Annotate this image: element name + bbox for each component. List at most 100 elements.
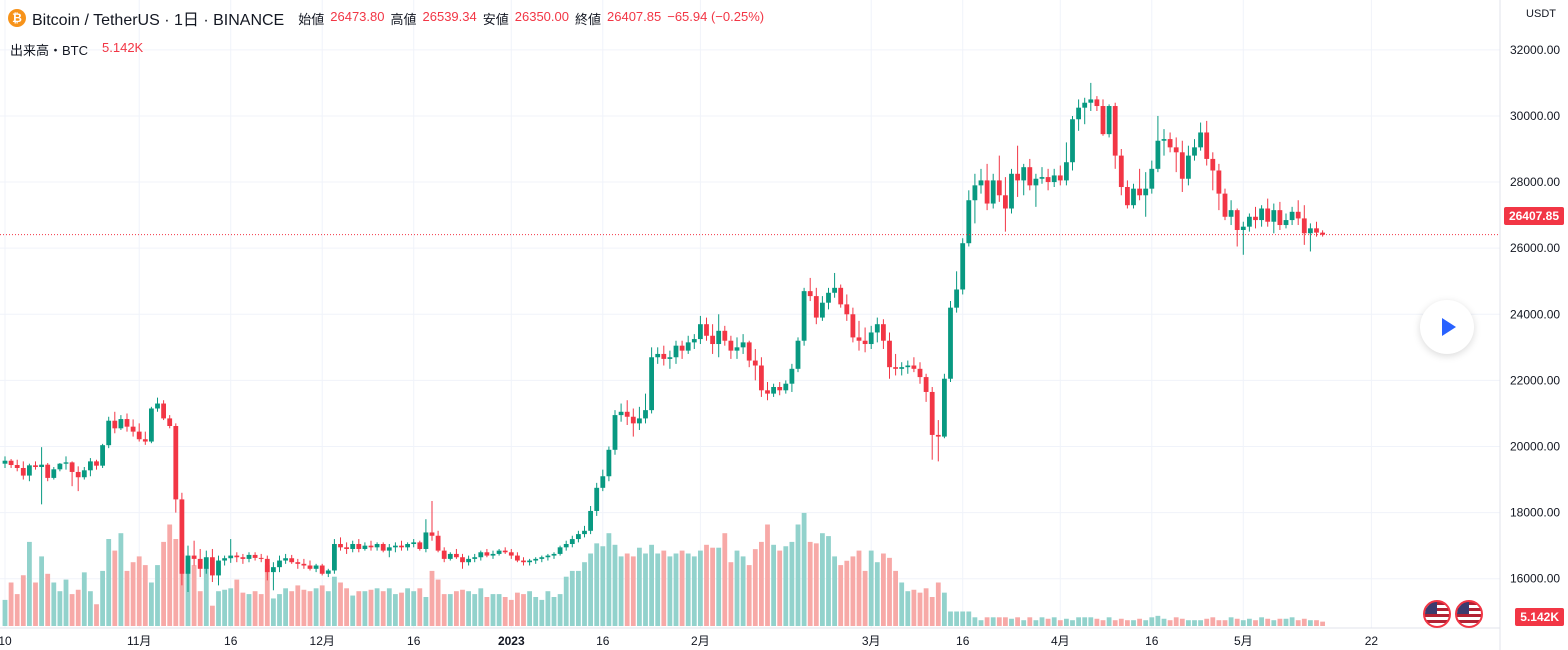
volume-bar	[704, 544, 709, 626]
volume-bar	[405, 588, 410, 626]
volume-bar	[728, 562, 734, 626]
volume-bar	[527, 591, 532, 626]
candle-body	[502, 550, 508, 553]
candle-body	[1228, 210, 1234, 217]
volume-bar	[1283, 618, 1289, 626]
volume-bar	[905, 591, 911, 626]
candle-body	[1295, 211, 1301, 219]
volume-bar	[594, 543, 600, 626]
candle-body	[1173, 147, 1179, 153]
time-tick-label: 22	[1365, 634, 1379, 648]
volume-bar	[1106, 617, 1112, 626]
price-tick-label: 28000.00	[1510, 175, 1560, 189]
volume-legend[interactable]: 出来高・BTC 5.142K	[10, 40, 143, 59]
candle-body	[637, 418, 642, 424]
candle-body	[966, 200, 972, 244]
volume-bar	[893, 570, 898, 626]
candle-body	[1118, 155, 1124, 188]
volume-bar	[2, 599, 8, 626]
volume-bar	[557, 594, 563, 626]
candle-body	[1277, 210, 1283, 226]
candle-body	[344, 547, 349, 549]
volume-bar	[386, 588, 392, 626]
time-tick-label: 4月	[1051, 634, 1070, 648]
volume-bar	[515, 592, 520, 626]
volume-bar	[155, 565, 160, 626]
candlesticks	[2, 82, 1325, 592]
bitcoin-icon: ₿	[8, 9, 26, 27]
volume-bar	[1253, 620, 1258, 626]
candle-body	[1204, 132, 1210, 159]
candle-body	[545, 555, 551, 558]
candle-body	[740, 342, 746, 348]
volume-bar	[966, 611, 972, 626]
volume-bar	[655, 553, 661, 626]
candle-body	[368, 545, 374, 548]
candle-body	[1198, 132, 1203, 148]
volume-bar	[289, 591, 295, 626]
volume-bar	[1228, 617, 1234, 626]
volume-bar	[606, 533, 612, 626]
volume-bar	[1210, 617, 1216, 626]
candle-body	[899, 367, 905, 369]
volume-bar	[502, 597, 508, 626]
us-flag-icon[interactable]	[1423, 600, 1451, 628]
volume-bar	[1259, 617, 1264, 626]
candle-body	[649, 357, 654, 411]
volume-bar	[234, 579, 240, 626]
volume-bar	[1149, 617, 1155, 626]
candle-body	[130, 426, 136, 432]
volume-bar	[1125, 620, 1130, 626]
volume-bar	[582, 562, 587, 626]
volume-bar	[716, 547, 722, 626]
volume-bar	[887, 557, 892, 626]
candle-body	[39, 464, 44, 467]
volume-bar	[142, 565, 148, 626]
volume-bar	[881, 553, 886, 626]
volume-bar	[338, 582, 343, 626]
volume-bar	[130, 562, 136, 626]
candle-body	[75, 471, 81, 478]
volume-bar	[1082, 617, 1088, 626]
volume-bar	[490, 594, 496, 626]
play-button[interactable]	[1420, 300, 1474, 354]
candle-body	[1179, 152, 1185, 179]
volume-bar	[813, 543, 819, 626]
candle-body	[210, 557, 215, 576]
candle-body	[362, 545, 368, 549]
candle-body	[576, 534, 581, 540]
volume-bar	[222, 589, 227, 626]
volume-bar	[88, 591, 93, 626]
candle-body	[630, 416, 636, 424]
candle-body	[1320, 232, 1325, 235]
symbol-title[interactable]: Bitcoin / TetherUS · 1日 · BINANCE	[32, 12, 285, 29]
candle-body	[332, 544, 337, 571]
candle-body	[197, 558, 203, 569]
candle-body	[441, 550, 447, 559]
candle-body	[1149, 168, 1155, 189]
candle-body	[1143, 188, 1149, 196]
candle-body	[1015, 173, 1020, 181]
volume-bar	[307, 591, 313, 626]
candle-body	[88, 461, 93, 471]
candle-body	[1314, 228, 1319, 233]
volume-bars	[2, 512, 1325, 626]
volume-bar	[588, 553, 593, 626]
volume-bar	[203, 568, 209, 626]
volume-bar	[319, 585, 325, 626]
candle-body	[1240, 226, 1246, 230]
candle-body	[807, 291, 813, 297]
symbol-legend[interactable]: ₿ Bitcoin / TetherUS · 1日 · BINANCE 始値 26…	[8, 6, 764, 30]
candle-body	[972, 185, 978, 201]
candle-body	[472, 557, 478, 559]
us-flag-icon[interactable]	[1455, 600, 1483, 628]
volume-bar	[1216, 620, 1222, 626]
volume-bar	[197, 591, 203, 626]
candle-body	[1265, 208, 1271, 222]
candle-body	[1167, 139, 1173, 148]
volume-bar	[667, 556, 673, 626]
volume-bar	[149, 582, 154, 626]
candle-body	[277, 560, 282, 568]
volume-bar	[1033, 620, 1039, 626]
